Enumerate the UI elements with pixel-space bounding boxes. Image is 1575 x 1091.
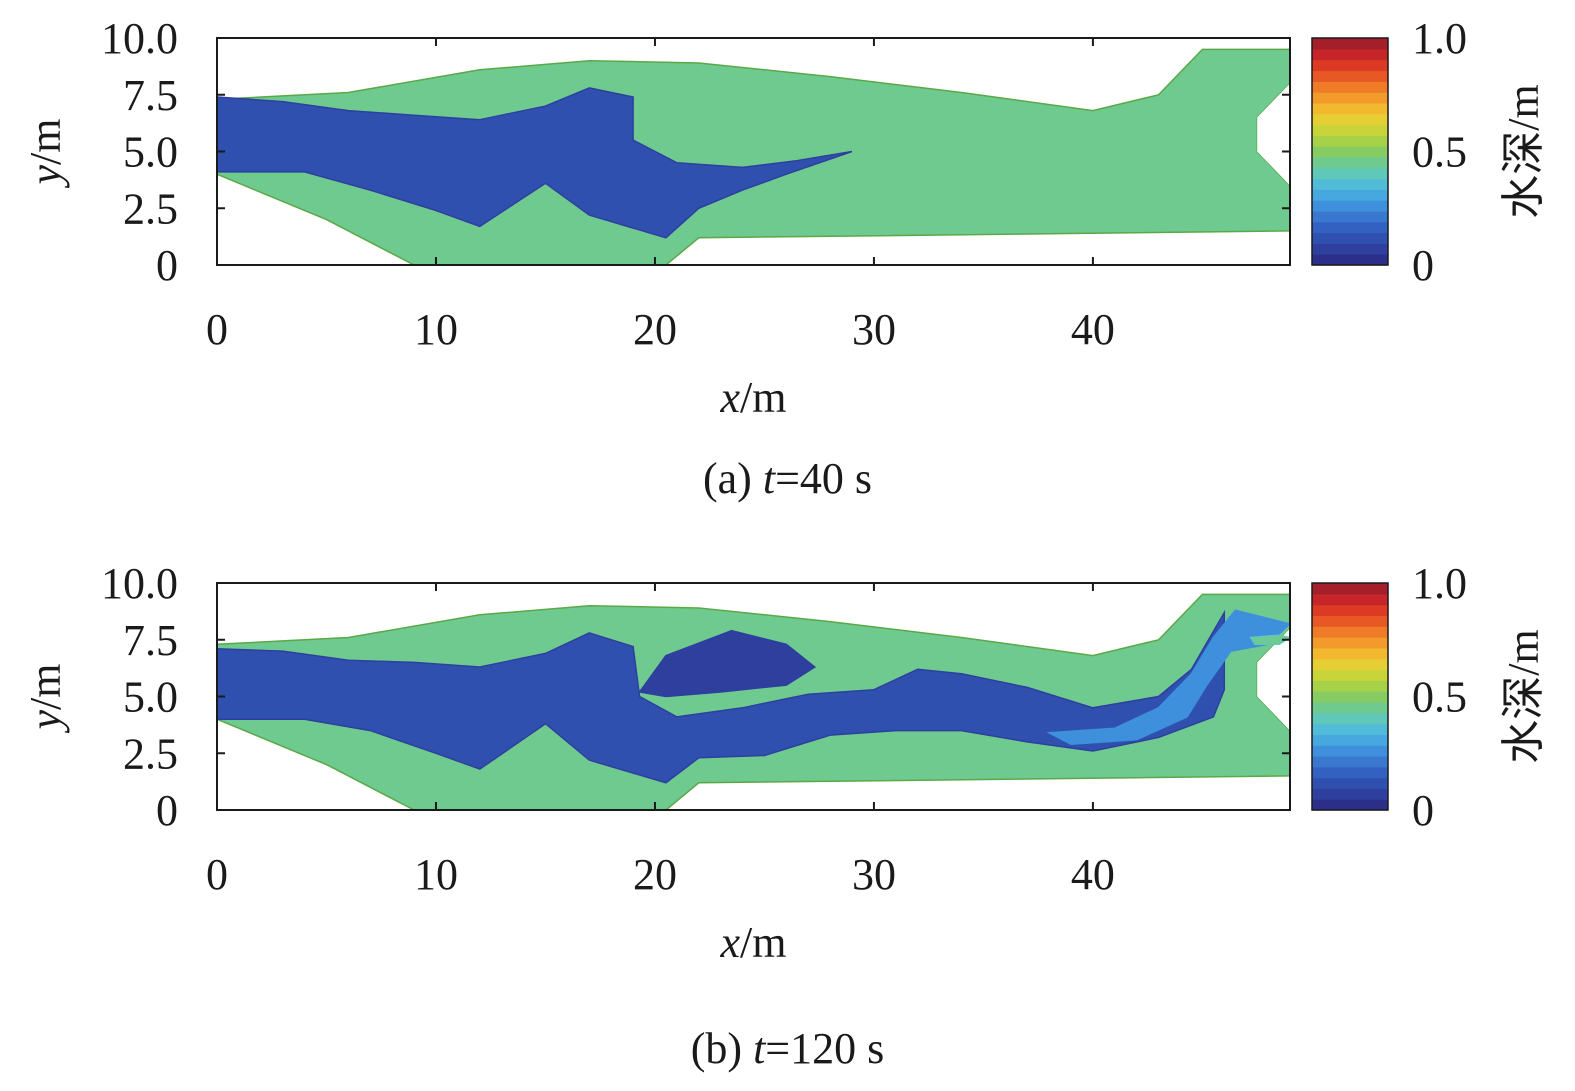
- colorbar-swatch: [1312, 102, 1388, 115]
- y-tick-label: 5.0: [123, 673, 178, 722]
- colorbar-swatch: [1312, 593, 1388, 606]
- colorbar-tick-label: 0: [1412, 241, 1434, 290]
- y-axis-label: y/m: [21, 664, 70, 734]
- y-tick-label: 7.5: [123, 616, 178, 665]
- y-tick-label: 10.0: [101, 559, 178, 608]
- colorbar-swatch: [1312, 189, 1388, 201]
- colorbar-swatch: [1312, 81, 1388, 93]
- colorbar-swatch: [1312, 200, 1388, 212]
- colorbar-tick-label: 1.0: [1412, 14, 1467, 63]
- x-tick-label: 10: [414, 850, 458, 899]
- colorbar-swatch: [1312, 210, 1388, 223]
- colorbar-label: 水深/m: [1499, 629, 1548, 763]
- colorbar-swatch: [1312, 615, 1388, 627]
- x-tick-label: 10: [414, 305, 458, 354]
- colorbar-swatch: [1312, 680, 1388, 692]
- x-axis-label: x/m: [720, 373, 787, 422]
- colorbar-swatch: [1312, 92, 1388, 104]
- y-axis-label: y/m: [21, 119, 70, 189]
- y-tick-label: 2.5: [123, 729, 178, 778]
- colorbar-tick-label: 0.5: [1412, 128, 1467, 177]
- x-tick-label: 0: [206, 850, 228, 899]
- x-tick-label: 20: [633, 850, 677, 899]
- dry-region-0: [1257, 628, 1290, 731]
- colorbar-swatch: [1312, 691, 1388, 703]
- plot-area: [217, 593, 1290, 810]
- colorbar-tick-label: 1.0: [1412, 559, 1467, 608]
- colorbar-swatch: [1312, 38, 1388, 50]
- colorbar-swatch: [1312, 788, 1388, 800]
- colorbar-swatch: [1312, 178, 1388, 190]
- colorbar-swatch: [1312, 734, 1388, 746]
- colorbar-swatch: [1312, 243, 1388, 255]
- wet-region-1: [638, 629, 817, 698]
- y-tick-label: 10.0: [101, 14, 178, 63]
- colorbar-swatch: [1312, 146, 1388, 158]
- x-tick-label: 30: [852, 850, 896, 899]
- x-axis-label: x/m: [720, 918, 787, 967]
- x-tick-label: 30: [852, 305, 896, 354]
- colorbar-swatch: [1312, 70, 1388, 82]
- colorbar-swatch: [1312, 669, 1388, 681]
- wet-region-3: [1249, 634, 1290, 646]
- colorbar-swatch: [1312, 254, 1388, 266]
- colorbar-swatch: [1312, 221, 1388, 234]
- plot-area: [217, 48, 1290, 265]
- colorbar-tick-label: 0: [1412, 786, 1434, 835]
- colorbar-swatch: [1312, 135, 1388, 147]
- panel-a: 0 10 20 30 40 0 2.5 5.0 7.5 10.0 x/m y/m 0 0.5 1.0 水深/m…: [0, 0, 1575, 545]
- y-tick-label: 0: [156, 241, 178, 290]
- colorbar-swatch: [1312, 647, 1388, 660]
- colorbar-swatch: [1312, 583, 1388, 595]
- colorbar-swatch: [1312, 712, 1388, 725]
- y-tick-label: 5.0: [123, 128, 178, 177]
- dry-region-0: [1257, 83, 1290, 186]
- colorbar-swatch: [1312, 604, 1388, 617]
- chart-a: 0 10 20 30 40 0 2.5 5.0 7.5 10.0 x/m y/m 0 0.5 1.0 水深/m: [21, 14, 1548, 422]
- colorbar-swatch: [1312, 167, 1388, 180]
- colorbar-swatch: [1312, 59, 1388, 72]
- y-tick-label: 0: [156, 786, 178, 835]
- colorbar-swatch: [1312, 701, 1388, 714]
- y-tick-label: 2.5: [123, 184, 178, 233]
- colorbar-swatch: [1312, 799, 1388, 811]
- x-tick-label: 40: [1071, 850, 1115, 899]
- colorbar-swatch: [1312, 755, 1388, 768]
- wet-region-0: [217, 87, 853, 239]
- caption-a: (a) t=40 s: [702, 454, 872, 503]
- colorbar-swatch: [1312, 777, 1388, 789]
- x-tick-label: 40: [1071, 305, 1115, 354]
- chart-b: 0 10 20 30 40 0 2.5 5.0 7.5 10.0 x/m y/m 0 0.5 1.0 水深/m: [21, 559, 1548, 967]
- colorbar-tick-label: 0.5: [1412, 673, 1467, 722]
- colorbar-swatch: [1312, 637, 1388, 649]
- colorbar-swatch: [1312, 626, 1388, 638]
- x-tick-label: 20: [633, 305, 677, 354]
- colorbar-swatch: [1312, 124, 1388, 136]
- x-tick-label: 0: [206, 305, 228, 354]
- colorbar-swatch: [1312, 48, 1388, 61]
- colorbar-swatch: [1312, 745, 1388, 757]
- caption-b: (b) t=120 s: [690, 1024, 885, 1073]
- wet-region-0: [217, 609, 1226, 784]
- colorbar-swatch: [1312, 232, 1388, 244]
- colorbar-swatch: [1312, 723, 1388, 735]
- panel-b: 0 10 20 30 40 0 2.5 5.0 7.5 10.0 x/m y/m 0 0.5 1.0 水深/m…: [0, 545, 1575, 1090]
- colorbar-swatch: [1312, 156, 1388, 169]
- colorbar-swatch: [1312, 766, 1388, 779]
- colorbar-frame: [1311, 37, 1389, 266]
- colorbar-swatch: [1312, 113, 1388, 126]
- y-tick-label: 7.5: [123, 71, 178, 120]
- colorbar-label: 水深/m: [1499, 84, 1548, 218]
- colorbar-frame: [1311, 582, 1389, 811]
- colorbar-swatch: [1312, 658, 1388, 671]
- wet-region-2: [1046, 609, 1290, 745]
